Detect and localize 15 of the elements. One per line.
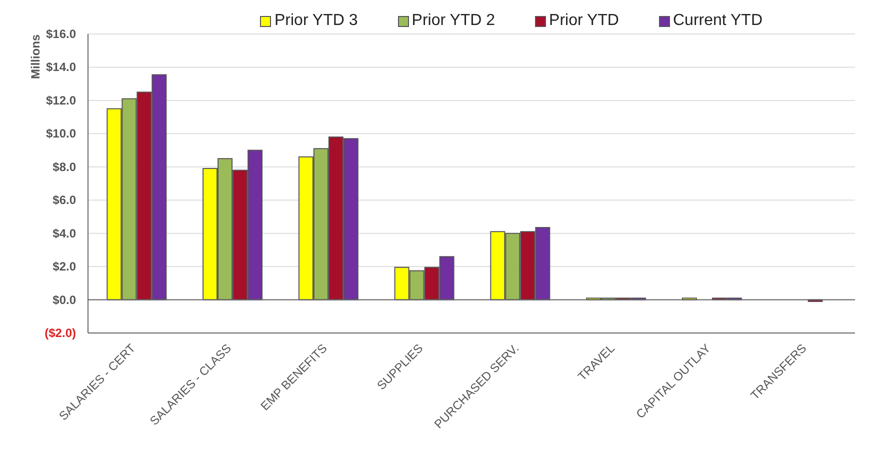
- y-tick-label: $0.0: [52, 292, 76, 307]
- y-tick-label: $14.0: [46, 60, 76, 74]
- legend-label: Current YTD: [672, 12, 762, 30]
- legend-label: Prior YTD 3: [274, 12, 358, 30]
- y-tick-label: $6.0: [52, 193, 76, 208]
- y-tick-label: $4.0: [52, 226, 76, 240]
- legend-label: Prior YTD: [549, 12, 619, 30]
- y-tick-label: $8.0: [52, 160, 76, 174]
- legend-label: Prior YTD 2: [412, 12, 496, 30]
- y-tick-label: $10.0: [46, 126, 76, 141]
- y-tick-label: ($2.0): [44, 326, 76, 340]
- y-tick-label: $12.0: [46, 93, 76, 108]
- y-tick-label: $2.0: [52, 260, 76, 274]
- y-tick-label: $16.0: [46, 27, 76, 41]
- y-axis-title: Millions: [28, 34, 43, 79]
